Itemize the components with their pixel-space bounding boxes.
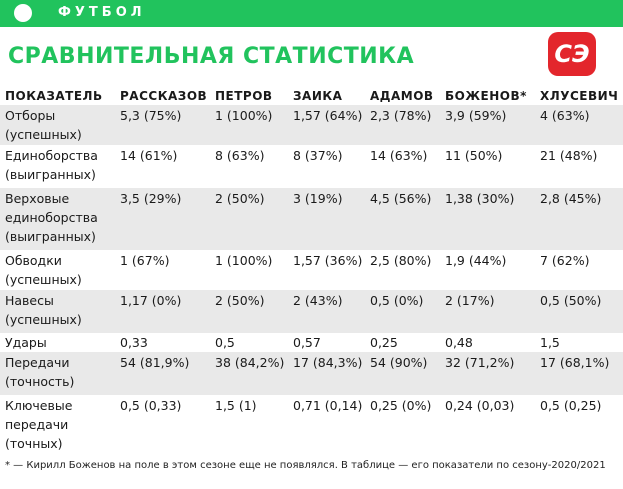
cell-value: 1,9 (44%) [445, 253, 507, 268]
cell-value: 3,5 (29%) [120, 191, 182, 206]
cell-value: 1,5 (1) [215, 398, 257, 413]
cell-value: 1 (100%) [215, 108, 273, 123]
row-label: Верховые единоборства (выигранных) [5, 191, 98, 244]
ball-icon [14, 4, 32, 22]
row-label: Навесы (успешных) [5, 293, 82, 327]
cell-value: 0,71 (0,14) [293, 398, 363, 413]
cell-value: 0,33 [120, 335, 148, 350]
table-row: Обводки (успешных) 1 (67%) 1 (100%) 1,57 (3… [0, 250, 623, 290]
cell-value: 54 (90%) [370, 355, 428, 370]
table-row: Ключевые передачи (точных) 0,5 (0,33) 1,5 … [0, 395, 623, 455]
table-row: Передачи (точность) 54 (81,9%) 38 (84,2%) 1… [0, 352, 623, 395]
row-label: Отборы (успешных) [5, 108, 82, 142]
table-row: Удары 0,33 0,5 0,57 0,25 0,48 1,5 [0, 333, 623, 352]
brand: ФУТБОЛ [58, 5, 146, 20]
column-header: ПЕТРОВ [215, 89, 273, 103]
top-bar: ФУТБОЛ [0, 0, 623, 27]
logo: СЭ [548, 32, 596, 76]
cell-value: 0,5 (0%) [370, 293, 424, 308]
cell-value: 8 (63%) [215, 148, 265, 163]
cell-value: 8 (37%) [293, 148, 343, 163]
cell-value: 2 (50%) [215, 191, 265, 206]
cell-value: 2 (50%) [215, 293, 265, 308]
row-label: Обводки (успешных) [5, 253, 82, 287]
cell-value: 3 (19%) [293, 191, 343, 206]
cell-value: 32 (71,2%) [445, 355, 515, 370]
cell-value: 14 (63%) [370, 148, 428, 163]
cell-value: 2,5 (80%) [370, 253, 432, 268]
column-header: ПОКАЗАТЕЛЬ [5, 89, 103, 103]
cell-value: 1,5 [540, 335, 560, 350]
cell-value: 0,5 (0,33) [120, 398, 182, 413]
cell-value: 0,25 [370, 335, 398, 350]
table-row: Навесы (успешных) 1,17 (0%) 2 (50%) 2 (43%)… [0, 290, 623, 333]
column-header: РАССКАЗОВ [120, 89, 208, 103]
header-row: ПОКАЗАТЕЛЬ РАССКАЗОВ ПЕТРОВ ЗАИКА АДАМОВ БОЖЕ… [0, 86, 623, 105]
cell-value: 2 (43%) [293, 293, 343, 308]
cell-value: 21 (48%) [540, 148, 598, 163]
cell-value: 0,25 (0%) [370, 398, 432, 413]
column-header: БОЖЕНОВ* [445, 89, 527, 103]
cell-value: 0,48 [445, 335, 473, 350]
cell-value: 0,5 (0,25) [540, 398, 602, 413]
row-label: Единоборства (выигранных) [5, 148, 98, 182]
column-header: АДАМОВ [370, 89, 434, 103]
cell-value: 0,24 (0,03) [445, 398, 515, 413]
cell-value: 38 (84,2%) [215, 355, 285, 370]
cell-value: 4 (63%) [540, 108, 590, 123]
cell-value: 1 (67%) [120, 253, 170, 268]
cell-value: 0,5 [215, 335, 235, 350]
column-header: ХЛУСЕВИЧ [540, 89, 619, 103]
row-label: Удары [5, 335, 47, 350]
cell-value: 2,8 (45%) [540, 191, 602, 206]
footnote: * — Кирилл Боженов на поле в этом сезоне… [5, 460, 606, 471]
cell-value: 17 (84,3%) [293, 355, 363, 370]
cell-value: 54 (81,9%) [120, 355, 190, 370]
cell-value: 3,9 (59%) [445, 108, 507, 123]
cell-value: 11 (50%) [445, 148, 503, 163]
cell-value: 7 (62%) [540, 253, 590, 268]
cell-value: 14 (61%) [120, 148, 178, 163]
cell-value: 1,57 (64%) [293, 108, 363, 123]
cell-value: 1,17 (0%) [120, 293, 182, 308]
cell-value: 5,3 (75%) [120, 108, 182, 123]
cell-value: 0,5 (50%) [540, 293, 602, 308]
row-label: Передачи (точность) [5, 355, 75, 389]
cell-value: 1 (100%) [215, 253, 273, 268]
table-row: Единоборства (выигранных) 14 (61%) 8 (63%)… [0, 145, 623, 188]
row-label: Ключевые передачи (точных) [5, 398, 73, 451]
cell-value: 17 (68,1%) [540, 355, 610, 370]
cell-value: 2,3 (78%) [370, 108, 432, 123]
cell-value: 4,5 (56%) [370, 191, 432, 206]
table-row: Отборы (успешных) 5,3 (75%) 1 (100%) 1,57 (… [0, 105, 623, 145]
cell-value: 1,38 (30%) [445, 191, 515, 206]
title: СРАВНИТЕЛЬНАЯ СТАТИСТИКА [8, 44, 415, 69]
table-row: Верховые единоборства (выигранных) 3,5 (2… [0, 188, 623, 250]
cell-value: 0,57 [293, 335, 321, 350]
cell-value: 1,57 (36%) [293, 253, 363, 268]
cell-value: 2 (17%) [445, 293, 495, 308]
column-header: ЗАИКА [293, 89, 343, 103]
